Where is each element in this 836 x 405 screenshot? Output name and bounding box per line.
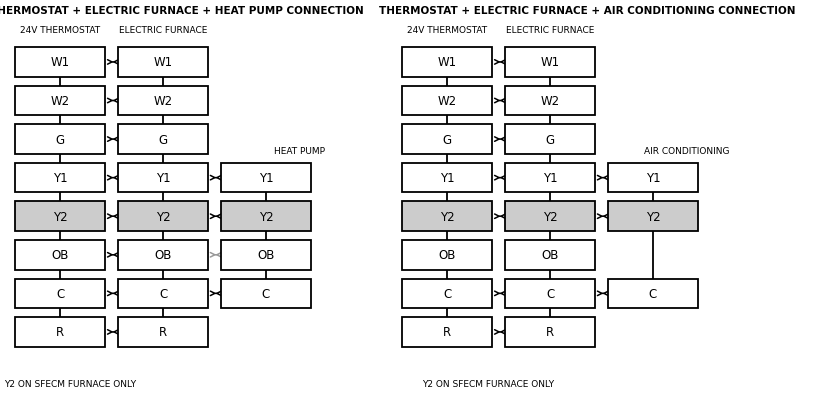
Bar <box>118 163 208 193</box>
Bar <box>608 279 698 309</box>
Bar <box>402 125 492 154</box>
Text: C: C <box>56 287 64 300</box>
Bar <box>505 125 595 154</box>
Bar <box>118 86 208 116</box>
Text: W1: W1 <box>51 56 69 69</box>
Bar <box>608 163 698 193</box>
Bar <box>15 318 105 347</box>
Text: THERMOSTAT + ELECTRIC FURNACE + HEAT PUMP CONNECTION: THERMOSTAT + ELECTRIC FURNACE + HEAT PUM… <box>0 6 364 16</box>
Text: C: C <box>649 287 657 300</box>
Bar <box>15 240 105 270</box>
Text: Y2 ON SFECM FURNACE ONLY: Y2 ON SFECM FURNACE ONLY <box>422 379 554 388</box>
Bar <box>118 279 208 309</box>
Bar <box>608 202 698 232</box>
Text: G: G <box>443 133 451 146</box>
Text: C: C <box>159 287 167 300</box>
Text: Y1: Y1 <box>258 172 273 185</box>
Text: Y1: Y1 <box>440 172 455 185</box>
Text: Y2: Y2 <box>645 210 660 223</box>
Bar <box>505 202 595 232</box>
Text: HEAT PUMP: HEAT PUMP <box>273 146 325 156</box>
Text: 24V THERMOSTAT: 24V THERMOSTAT <box>20 26 100 34</box>
Text: C: C <box>443 287 451 300</box>
Text: 24V THERMOSTAT: 24V THERMOSTAT <box>407 26 487 34</box>
Text: OB: OB <box>439 249 456 262</box>
Bar <box>118 240 208 270</box>
Text: R: R <box>546 326 554 339</box>
Bar <box>402 240 492 270</box>
Bar <box>118 318 208 347</box>
Text: Y1: Y1 <box>543 172 558 185</box>
Text: G: G <box>159 133 167 146</box>
Bar <box>15 279 105 309</box>
Bar <box>505 86 595 116</box>
Bar <box>221 163 311 193</box>
Text: OB: OB <box>52 249 69 262</box>
Text: R: R <box>443 326 451 339</box>
Bar <box>118 125 208 154</box>
Bar <box>402 279 492 309</box>
Text: Y1: Y1 <box>155 172 171 185</box>
Bar <box>505 318 595 347</box>
Bar <box>221 240 311 270</box>
Bar <box>402 202 492 232</box>
Bar <box>15 125 105 154</box>
Text: W1: W1 <box>154 56 172 69</box>
Text: W2: W2 <box>154 95 172 108</box>
Text: W1: W1 <box>438 56 456 69</box>
Bar <box>15 48 105 77</box>
Bar <box>505 48 595 77</box>
Text: W2: W2 <box>541 95 559 108</box>
Text: W2: W2 <box>51 95 69 108</box>
Text: C: C <box>262 287 270 300</box>
Text: G: G <box>56 133 64 146</box>
Bar <box>118 48 208 77</box>
Bar <box>221 279 311 309</box>
Bar <box>402 318 492 347</box>
Text: OB: OB <box>257 249 274 262</box>
Text: ELECTRIC FURNACE: ELECTRIC FURNACE <box>119 26 207 34</box>
Bar <box>221 202 311 232</box>
Text: Y1: Y1 <box>645 172 660 185</box>
Bar <box>505 279 595 309</box>
Text: Y2: Y2 <box>155 210 171 223</box>
Text: W2: W2 <box>438 95 456 108</box>
Bar <box>402 86 492 116</box>
Text: C: C <box>546 287 554 300</box>
Bar <box>15 163 105 193</box>
Text: ELECTRIC FURNACE: ELECTRIC FURNACE <box>506 26 594 34</box>
Text: R: R <box>159 326 167 339</box>
Bar <box>402 163 492 193</box>
Text: OB: OB <box>542 249 558 262</box>
Text: Y2: Y2 <box>440 210 455 223</box>
Bar <box>15 202 105 232</box>
Text: W1: W1 <box>541 56 559 69</box>
Text: Y2 ON SFECM FURNACE ONLY: Y2 ON SFECM FURNACE ONLY <box>4 379 136 388</box>
Bar <box>505 163 595 193</box>
Bar <box>118 202 208 232</box>
Bar <box>15 86 105 116</box>
Bar <box>402 48 492 77</box>
Text: AIR CONDITIONING: AIR CONDITIONING <box>644 146 729 156</box>
Text: G: G <box>546 133 554 146</box>
Text: OB: OB <box>155 249 171 262</box>
Text: Y2: Y2 <box>258 210 273 223</box>
Text: Y2: Y2 <box>543 210 558 223</box>
Text: Y2: Y2 <box>53 210 68 223</box>
Text: Y1: Y1 <box>53 172 68 185</box>
Bar <box>505 240 595 270</box>
Text: THERMOSTAT + ELECTRIC FURNACE + AIR CONDITIONING CONNECTION: THERMOSTAT + ELECTRIC FURNACE + AIR COND… <box>380 6 796 16</box>
Text: R: R <box>56 326 64 339</box>
